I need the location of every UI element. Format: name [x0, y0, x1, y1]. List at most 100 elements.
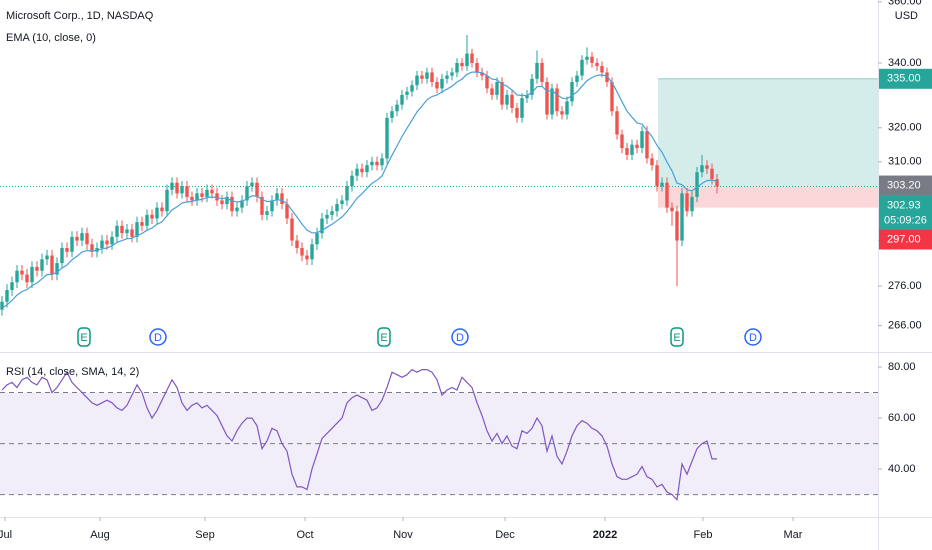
candle-body: [255, 182, 259, 197]
candle-body: [275, 193, 279, 201]
event-label: D: [154, 332, 162, 344]
candle-body: [630, 144, 634, 155]
candle-body: [170, 182, 174, 190]
candle-body: [710, 168, 714, 180]
candle-body: [655, 165, 659, 187]
event-marker: [149, 328, 167, 346]
candle-body: [135, 222, 139, 237]
candle-body: [235, 207, 239, 212]
candle-body: [60, 248, 64, 264]
candle-body: [175, 182, 179, 194]
candle-body: [265, 211, 269, 215]
candle-body: [240, 200, 244, 208]
candle-body: [190, 196, 194, 201]
candle-body: [115, 225, 119, 237]
candle-body: [555, 88, 559, 112]
candle-body: [185, 186, 189, 197]
candle-body: [245, 186, 249, 201]
chart-title: Microsoft Corp., 1D, NASDAQ: [6, 10, 154, 22]
event-marker: [77, 327, 91, 347]
candle-body: [530, 78, 534, 95]
candle-body: [335, 204, 339, 212]
candle-body: [195, 193, 199, 201]
x-tick-label: 2022: [593, 529, 617, 541]
candle-body: [285, 204, 289, 219]
candle-body: [45, 255, 49, 260]
candle-body: [560, 111, 564, 115]
candle-body: [345, 186, 349, 201]
price-label: 302.93: [887, 199, 921, 211]
candle-body: [250, 182, 254, 187]
candle-body: [30, 266, 34, 283]
candle-body: [205, 189, 209, 197]
candle-body: [670, 207, 674, 212]
candle-body: [230, 196, 234, 212]
candle-body: [615, 111, 619, 135]
x-tick-label: Mar: [784, 529, 803, 541]
candle-body: [715, 179, 719, 187]
y-tick-label: 40.00: [888, 463, 916, 475]
candle-body: [110, 236, 114, 245]
candle-body: [10, 282, 14, 290]
candle-body: [120, 225, 124, 234]
candle-body: [305, 255, 309, 260]
y-tick-label: 310.00: [888, 156, 922, 168]
candle-body: [425, 72, 429, 79]
candle-body: [15, 270, 19, 283]
candle-body: [380, 158, 384, 166]
candle-body: [375, 161, 379, 166]
rsi-line: [1, 368, 717, 501]
candle-body: [65, 248, 69, 252]
candle-body: [475, 62, 479, 73]
candle-body: [690, 196, 694, 212]
stop-zone: [658, 186, 878, 208]
candle-body: [355, 168, 359, 176]
rsi-band: [0, 392, 878, 495]
candle-body: [320, 218, 324, 234]
candle-body: [330, 211, 334, 215]
candle-body: [600, 66, 604, 73]
candle-body: [540, 62, 544, 82]
candle-body: [470, 53, 474, 63]
candle-body: [155, 207, 159, 219]
candle-body: [650, 158, 654, 166]
candle-body: [440, 78, 444, 89]
candle-body: [340, 200, 344, 205]
event-label: E: [673, 332, 680, 344]
y-tick-label: 60.00: [888, 412, 916, 424]
event-marker: [377, 327, 391, 347]
x-tick-label: Feb: [694, 529, 713, 541]
candle-body: [515, 107, 519, 118]
candle-body: [510, 94, 514, 108]
candle-body: [85, 233, 89, 245]
candle-body: [565, 101, 569, 115]
candle-body: [430, 72, 434, 82]
candle-body: [280, 193, 284, 205]
candle-body: [80, 233, 84, 241]
candle-body: [55, 263, 59, 275]
candle-body: [270, 200, 274, 212]
candle-body: [500, 81, 504, 105]
target-zone: [658, 78, 878, 187]
candle-body: [635, 144, 639, 149]
candle-body: [700, 165, 704, 173]
candle-body: [140, 222, 144, 226]
candle-body: [415, 75, 419, 86]
countdown: 05:09:26: [884, 214, 927, 226]
candle-body: [75, 236, 79, 241]
candle-body: [505, 94, 509, 105]
candle-body: [260, 196, 264, 215]
candle-body: [50, 255, 54, 275]
candle-body: [40, 259, 44, 271]
price-label-box: [879, 195, 932, 230]
x-tick-label: Dec: [495, 529, 515, 541]
currency: USD: [895, 10, 918, 22]
event-marker: [451, 328, 469, 346]
candle-body: [200, 193, 204, 197]
price-label: 335.00: [887, 73, 921, 85]
x-tick-label: Nov: [393, 529, 413, 541]
candle-body: [100, 240, 104, 249]
candle-body: [705, 165, 709, 169]
